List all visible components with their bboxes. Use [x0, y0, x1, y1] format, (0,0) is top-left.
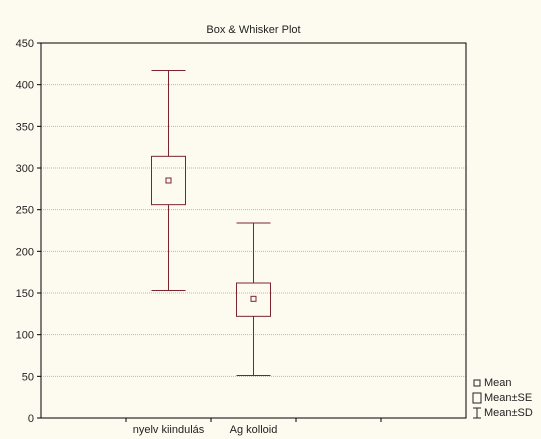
box-marks: [151, 70, 271, 376]
x-tick-label: Ag kolloid: [230, 424, 278, 436]
y-tick-label: 100: [16, 330, 34, 342]
chart-title: Box & Whisker Plot: [206, 24, 300, 36]
y-tick-label: 0: [28, 413, 34, 425]
legend-label: Mean±SD: [484, 407, 533, 419]
y-axis: 0 50 100 150 200 250 300 350 400 450: [16, 38, 41, 425]
y-tick-label: 400: [16, 80, 34, 92]
y-tick-label: 450: [16, 38, 34, 50]
plot-area-frame: [40, 42, 467, 419]
y-tick-label: 50: [22, 371, 34, 383]
legend-label: Mean: [484, 377, 512, 389]
y-tick-label: 150: [16, 288, 34, 300]
legend-label: Mean±SE: [484, 392, 532, 404]
se-box: [151, 155, 186, 206]
mean-marker: [165, 177, 172, 184]
box-whisker-group: [236, 222, 271, 376]
legend: Mean Mean±SE Mean±SD: [472, 377, 533, 419]
gridlines: [41, 84, 466, 377]
y-tick-label: 250: [16, 205, 34, 217]
x-tick-label: nyelv kiindulás: [133, 424, 205, 436]
box-whisker-group: [151, 70, 186, 291]
legend-mean-icon: [473, 379, 481, 387]
x-axis: nyelv kiindulás Ag kolloid: [125, 418, 382, 436]
se-box: [236, 282, 271, 317]
legend-box-icon: [472, 392, 482, 404]
y-tick-label: 300: [16, 163, 34, 175]
mean-marker: [250, 295, 257, 302]
y-tick-label: 350: [16, 121, 34, 133]
y-tick-label: 200: [16, 246, 34, 258]
